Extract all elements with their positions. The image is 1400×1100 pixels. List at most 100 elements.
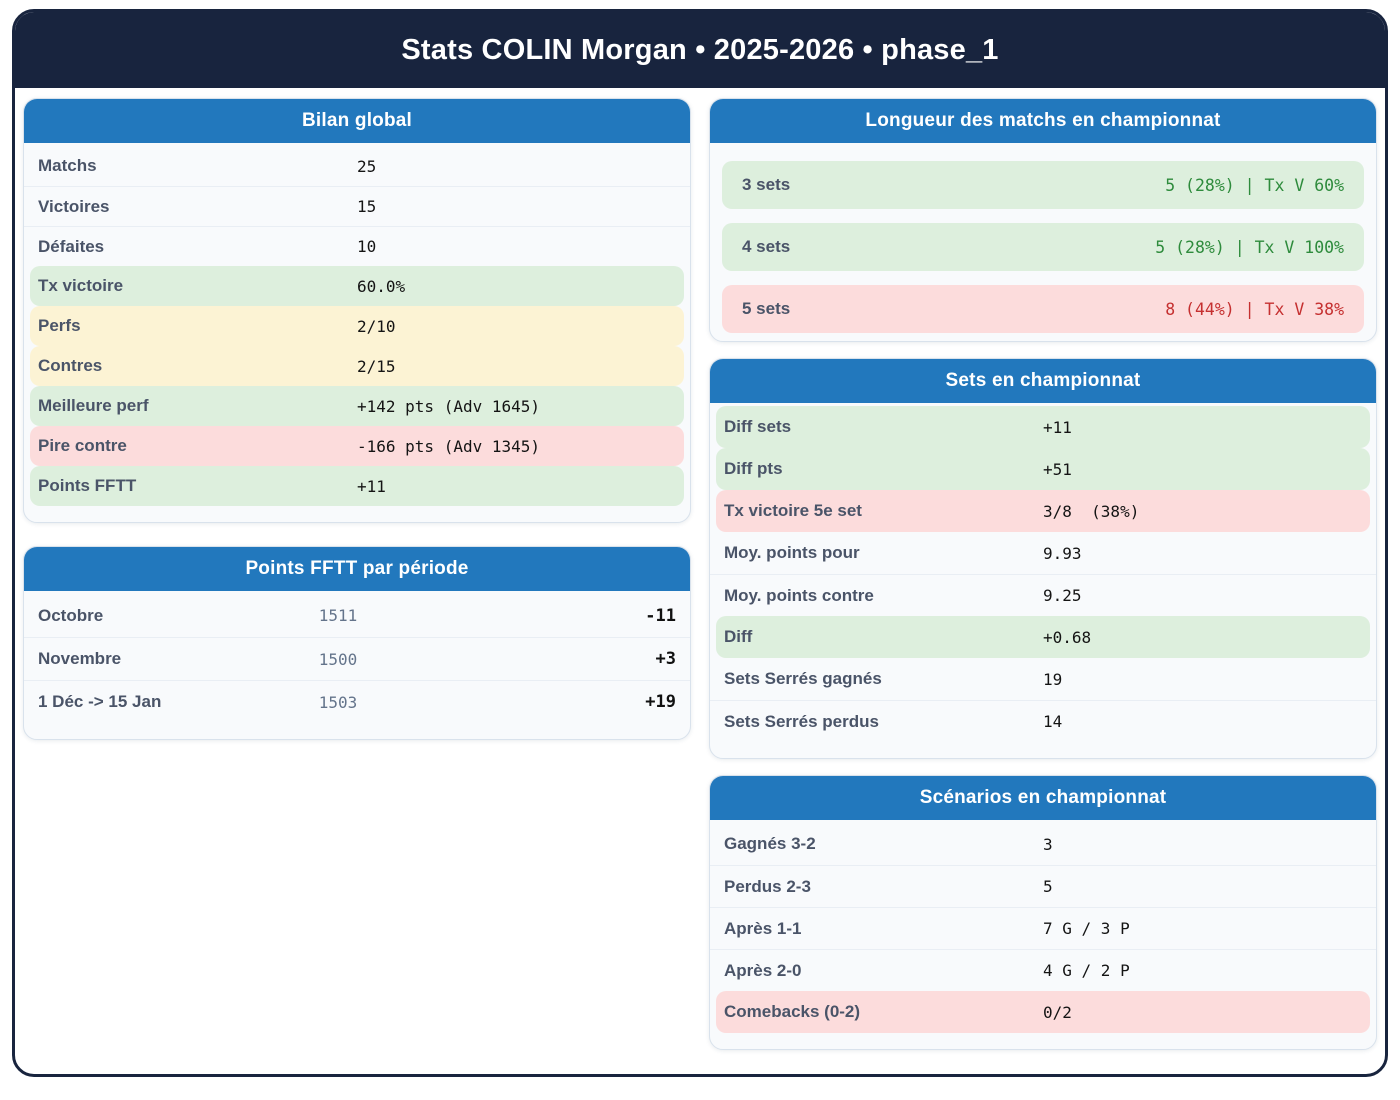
period-delta: +3 [655, 649, 676, 669]
stat-value: 19 [1043, 669, 1063, 689]
stat-value: +0.68 [1043, 627, 1092, 647]
stat-label: Perdus 2-3 [724, 876, 811, 896]
stat-label: Moy. points contre [724, 585, 874, 605]
stat-label: Contres [38, 356, 103, 375]
card-sets-body: Diff sets +11 Diff pts +51 Tx victoire 5… [710, 403, 1376, 758]
card-scenarios-body: Gagnés 3-2 3 Perdus 2-3 5 Après 1-1 7 G … [710, 820, 1376, 1049]
card-sets-championnat: Sets en championnat Diff sets +11 Diff p… [709, 358, 1377, 759]
stat-value: 25 [357, 156, 377, 176]
stat-value: 4 G / 2 P [1043, 961, 1130, 980]
stat-row-defaites: Défaites 10 [24, 226, 690, 266]
stat-row-apres-1-1: Après 1-1 7 G / 3 P [710, 907, 1376, 949]
stat-row-apres-2-0: Après 2-0 4 G / 2 P [710, 949, 1376, 991]
stat-value: 60.0% [357, 276, 406, 296]
pill-4-sets: 4 sets 5 (28%) | Tx V 100% [722, 223, 1364, 271]
card-points-periode: Points FFTT par période Octobre 1511 -11… [23, 546, 691, 740]
card-bilan-body: Matchs 25 Victoires 15 Défaites 10 Tx vi… [24, 143, 690, 522]
stat-label: Après 2-0 [724, 960, 802, 980]
stat-row-perdus-2-3: Perdus 2-3 5 [710, 865, 1376, 907]
stat-label: Points FFTT [38, 476, 137, 495]
pill-value: 5 (28%) | Tx V 100% [1155, 237, 1344, 257]
stat-label: Après 1-1 [724, 918, 802, 938]
period-row-novembre: Novembre 1500 +3 [24, 637, 690, 680]
pill-label: 3 sets [742, 175, 791, 194]
stat-label: Tx victoire [38, 276, 124, 295]
card-sets-title: Sets en championnat [710, 359, 1376, 403]
stat-value: 0/2 [1043, 1002, 1072, 1022]
page-title: Stats COLIN Morgan • 2025-2026 • phase_1 [401, 33, 999, 66]
page-header: Stats COLIN Morgan • 2025-2026 • phase_1 [15, 12, 1385, 88]
stat-row-gagnes-3-2: Gagnés 3-2 3 [710, 823, 1376, 865]
stat-value: 9.25 [1043, 586, 1082, 605]
stat-label: Défaites [38, 236, 105, 256]
period-label: 1 Déc -> 15 Jan [38, 692, 162, 711]
card-bilan-global: Bilan global Matchs 25 Victoires 15 Défa… [23, 98, 691, 523]
pill-3-sets: 3 sets 5 (28%) | Tx V 60% [722, 161, 1364, 209]
stat-value: 10 [357, 237, 377, 256]
stat-label: Pire contre [38, 436, 127, 455]
period-row-dec-jan: 1 Déc -> 15 Jan 1503 +19 [24, 680, 690, 723]
stat-label: Victoires [38, 196, 110, 216]
pill-label: 4 sets [742, 237, 791, 256]
page-frame: Stats COLIN Morgan • 2025-2026 • phase_1… [12, 9, 1388, 1077]
stat-row-meilleure-perf: Meilleure perf +142 pts (Adv 1645) [30, 386, 684, 426]
card-longueur-body: 3 sets 5 (28%) | Tx V 60% 4 sets 5 (28%)… [710, 143, 1376, 341]
stat-row-sets-serres-gagnes: Sets Serrés gagnés 19 [710, 658, 1376, 700]
stat-row-contres: Contres 2/15 [30, 346, 684, 386]
period-points: 1500 [318, 649, 358, 669]
stat-label: Gagnés 3-2 [724, 834, 816, 853]
period-points: 1511 [318, 606, 358, 625]
stat-label: Meilleure perf [38, 396, 149, 415]
stat-value: 9.93 [1043, 543, 1082, 563]
stat-row-points-fftt: Points FFTT +11 [30, 466, 684, 506]
right-column: Longueur des matchs en championnat 3 set… [709, 98, 1377, 1050]
stat-value: 2/10 [357, 316, 396, 336]
stat-label: Matchs [38, 156, 97, 175]
stat-value: +51 [1043, 459, 1072, 479]
card-bilan-title: Bilan global [24, 99, 690, 143]
stat-value: 3 [1043, 834, 1053, 854]
period-row-octobre: Octobre 1511 -11 [24, 594, 690, 637]
stat-label: Diff sets [724, 417, 792, 436]
pill-value: 8 (44%) | Tx V 38% [1165, 299, 1344, 319]
stat-value: 15 [357, 197, 377, 216]
stat-label: Sets Serrés perdus [724, 711, 879, 731]
card-scenarios-championnat: Scénarios en championnat Gagnés 3-2 3 Pe… [709, 775, 1377, 1050]
period-points: 1503 [318, 692, 358, 712]
card-scenarios-title: Scénarios en championnat [710, 776, 1376, 820]
stat-value: +11 [357, 476, 386, 496]
stat-label: Tx victoire 5e set [724, 501, 862, 520]
stat-label: Diff pts [724, 459, 783, 478]
stat-row-pire-contre: Pire contre -166 pts (Adv 1345) [30, 426, 684, 466]
stat-value: +11 [1043, 417, 1072, 437]
stat-row-diff-pts: Diff pts +51 [716, 448, 1370, 490]
stat-row-tx-victoire: Tx victoire 60.0% [30, 266, 684, 306]
stat-value: 3/8 (38%) [1043, 501, 1140, 521]
pill-label: 5 sets [742, 299, 791, 318]
stat-label: Moy. points pour [724, 543, 860, 562]
stat-row-perfs: Perfs 2/10 [30, 306, 684, 346]
stat-value: -166 pts (Adv 1345) [357, 436, 541, 456]
period-delta: -11 [645, 605, 676, 626]
stat-row-diff-sets: Diff sets +11 [716, 406, 1370, 448]
stat-row-sets-serres-perdus: Sets Serrés perdus 14 [710, 700, 1376, 742]
stat-value: 5 [1043, 877, 1053, 896]
stat-row-matchs: Matchs 25 [24, 146, 690, 186]
stat-label: Comebacks (0-2) [724, 1002, 861, 1021]
pill-5-sets: 5 sets 8 (44%) | Tx V 38% [722, 285, 1364, 333]
left-column: Bilan global Matchs 25 Victoires 15 Défa… [23, 98, 691, 1050]
period-delta: +19 [645, 692, 676, 712]
stat-label: Diff [724, 627, 753, 646]
stat-label: Perfs [38, 316, 81, 335]
pill-value: 5 (28%) | Tx V 60% [1165, 175, 1344, 195]
stat-value: 7 G / 3 P [1043, 919, 1130, 938]
stat-row-moy-points-contre: Moy. points contre 9.25 [710, 574, 1376, 616]
card-longueur-matchs: Longueur des matchs en championnat 3 set… [709, 98, 1377, 342]
period-label: Novembre [38, 649, 122, 668]
period-label: Octobre [38, 605, 104, 625]
content: Bilan global Matchs 25 Victoires 15 Défa… [15, 88, 1385, 1074]
stat-row-tx-5e-set: Tx victoire 5e set 3/8 (38%) [716, 490, 1370, 532]
card-longueur-title: Longueur des matchs en championnat [710, 99, 1376, 143]
stat-value: +142 pts (Adv 1645) [357, 396, 541, 416]
stat-row-moy-points-pour: Moy. points pour 9.93 [710, 532, 1376, 574]
